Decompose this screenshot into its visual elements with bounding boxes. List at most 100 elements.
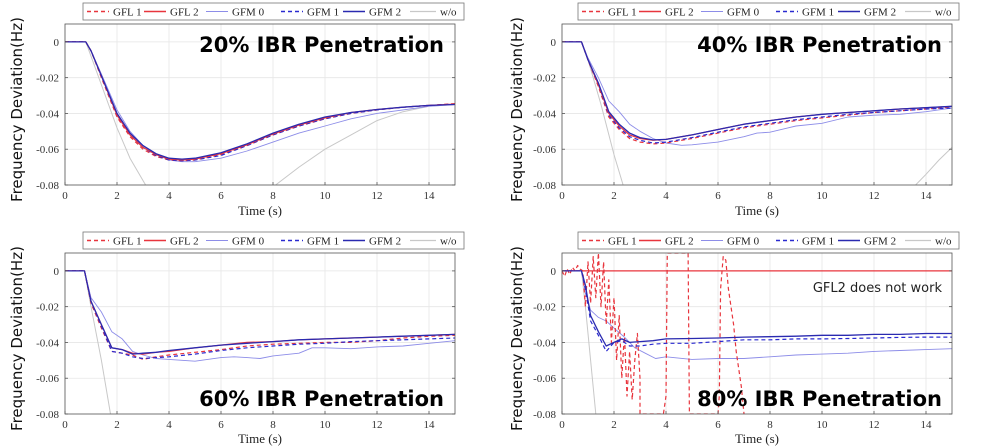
legend-label: GFM 1 [307,236,339,248]
x-axis-label: Time (s) [238,431,282,446]
legend-box [577,2,960,21]
x-tick-label: 8 [767,190,773,202]
y-tick-label: -0.04 [533,108,556,120]
x-tick-label: 12 [372,419,383,431]
x-tick-label: 8 [767,419,773,431]
y-tick-label: -0.06 [36,144,59,156]
legend-box [82,2,465,21]
legend: GFL 1 GFL 2 GFM 0 GFM 1 GFM 2 w/o [82,231,465,250]
x-tick-label: 4 [663,190,669,202]
legend-label: w/o [440,7,457,19]
x-tick-label: 12 [869,190,880,202]
series-line-gfm-0 [65,270,455,362]
legend-label: w/o [935,7,952,19]
legend-label: GFM 2 [369,236,401,248]
series-line-gfm-2 [562,41,952,141]
x-tick-label: 2 [611,419,617,431]
legend: GFL 1 GFL 2 GFM 0 GFM 1 GFM 2 w/o [82,2,465,21]
series-group [65,270,455,414]
legend-label: GFL 2 [665,7,694,19]
subplot-2: 0 2 4 6 8 10 12 14 0 -0.02 -0.04 -0.06 -0.08 Time (s)… [508,2,960,218]
legend-label: GFL 1 [113,236,142,248]
axes-box [561,252,953,415]
x-tick-label: 0 [559,419,565,431]
x-tick-label: 4 [166,190,172,202]
subplot-title: 60% IBR Penetration [199,387,444,411]
x-tick-label: 6 [715,419,721,431]
x-tick-label: 6 [218,190,224,202]
subplot-title: 80% IBR Penetration [697,387,942,411]
y-tick-label: -0.04 [36,337,59,349]
y-axis-label: Frequency Deviation(Hz) [508,17,526,202]
legend-label: GFM 1 [802,236,834,248]
y-axis-label: Frequency Deviation(Hz) [8,17,26,202]
subplot-title: 20% IBR Penetration [199,33,444,57]
x-tick-label: 14 [424,190,436,202]
x-tick-label: 10 [817,419,829,431]
x-tick-label: 4 [166,419,172,431]
legend-box [577,231,960,250]
legend-label: GFL 1 [608,7,637,19]
series-line-gfm-1 [65,270,455,360]
legend-label: GFL 2 [665,236,694,248]
y-tick-label: -0.06 [533,144,556,156]
y-axis-label: Frequency Deviation(Hz) [508,246,526,431]
y-tick-label: -0.08 [533,409,556,421]
legend-label: GFM 2 [864,236,896,248]
series-group [562,253,952,414]
x-tick-label: 14 [921,190,933,202]
series-line-gfm-2 [562,270,952,347]
legend-label: GFM 0 [232,7,265,19]
subplot-4: 0 2 4 6 8 10 12 14 0 -0.02 -0.04 -0.06 -0.08 Time (s)… [508,231,960,446]
plot-area [562,24,952,185]
legend-label: GFL 1 [113,7,142,19]
x-tick-label: 14 [424,419,436,431]
y-tick-label: -0.08 [36,409,59,421]
grid [64,24,455,186]
x-tick-label: 8 [270,190,276,202]
x-tick-label: 2 [114,190,120,202]
series-line-gfm-2 [65,270,455,355]
plot-area [65,253,455,414]
y-tick-label: -0.08 [36,180,59,192]
series-line-w-o [915,147,952,185]
y-axis-label: Frequency Deviation(Hz) [8,246,26,431]
y-tick-label: 0 [54,266,60,278]
series-line-gfm-2 [65,41,455,160]
axes-box [64,252,456,415]
x-tick-label: 10 [320,190,332,202]
series-group [562,41,952,185]
y-tick-label: -0.04 [533,337,556,349]
subplot-1: 0 2 4 6 8 10 12 14 0 -0.02 -0.04 -0.06 -0.08 Time (s)… [8,2,465,218]
x-tick-label: 10 [817,190,829,202]
x-axis-label: Time (s) [735,431,779,446]
x-tick-label: 12 [869,419,880,431]
y-tick-label: 0 [551,37,557,49]
y-tick-label: 0 [54,37,60,49]
axes-box [561,23,953,186]
x-tick-label: 12 [372,190,383,202]
y-tick-label: -0.02 [36,302,59,314]
y-tick-label: -0.06 [36,373,59,385]
legend-label: w/o [440,236,457,248]
legend-label: GFM 2 [369,7,401,19]
y-tick-label: -0.06 [533,373,556,385]
legend-label: GFM 2 [864,7,896,19]
y-tick-label: 0 [551,266,557,278]
legend-label: GFM 1 [307,7,339,19]
x-axis-label: Time (s) [735,203,779,218]
x-tick-label: 2 [611,190,617,202]
x-tick-label: 10 [320,419,332,431]
legend-label: GFM 0 [232,236,265,248]
x-tick-label: 2 [114,419,120,431]
x-tick-label: 6 [715,190,721,202]
y-tick-label: -0.08 [533,180,556,192]
legend-label: GFM 1 [802,7,834,19]
x-axis-label: Time (s) [238,203,282,218]
x-tick-label: 0 [62,190,68,202]
legend: GFL 1 GFL 2 GFM 0 GFM 1 GFM 2 w/o [577,231,960,250]
x-tick-label: 0 [62,419,68,431]
axes-box [64,23,456,186]
legend-box [82,231,465,250]
y-tick-label: -0.04 [36,108,59,120]
